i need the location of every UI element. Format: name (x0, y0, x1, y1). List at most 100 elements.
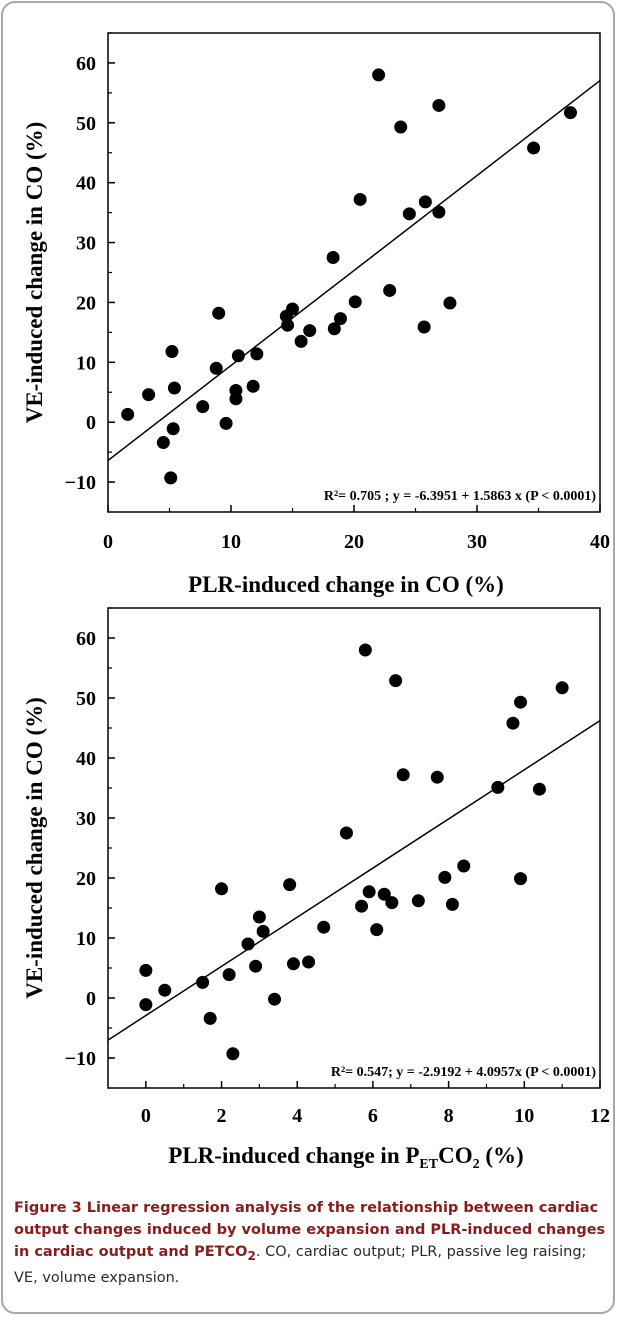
x-tick-label: 12 (590, 1105, 610, 1127)
data-point (432, 205, 446, 219)
chart-petco2-scatter: 60 50 40 30 20 10 0 −10 0 2 4 6 8 10 12 R²= 0.547; y = … (22, 607, 610, 1172)
data-point (532, 782, 546, 796)
data-point (402, 207, 416, 221)
x-tick-label: 6 (368, 1105, 378, 1127)
data-point (303, 324, 317, 338)
data-point (355, 899, 369, 913)
data-point (142, 388, 156, 402)
data-point (203, 1011, 217, 1025)
x-axis-label: PLR-induced change in CO (%) (188, 572, 504, 597)
y-tick-label: 40 (76, 173, 96, 195)
regression-annotation: R²= 0.547; y = -2.9192 + 4.0957x (P < 0.… (331, 1065, 596, 1080)
y-tick-label: 0 (86, 988, 96, 1010)
data-point (302, 955, 316, 969)
data-point (385, 896, 399, 910)
data-point (286, 302, 299, 316)
y-tick-label: 20 (76, 292, 96, 314)
data-point (166, 422, 180, 436)
x-tick-label: 30 (467, 531, 487, 553)
x-tick-label: 0 (103, 531, 113, 553)
data-point (506, 716, 520, 730)
data-point (209, 361, 223, 375)
data-point (268, 992, 282, 1006)
data-point (327, 322, 341, 336)
x-axis-label: PLR-induced change in PETCO2 (%) (168, 1143, 523, 1172)
data-point (333, 312, 347, 326)
data-point (158, 983, 172, 997)
x-tick-label: 10 (514, 1105, 534, 1127)
x-tick-label: 8 (444, 1105, 454, 1127)
y-tick-label: 30 (76, 808, 96, 830)
x-tick-label: 2 (217, 1105, 227, 1127)
data-point (389, 674, 403, 688)
plot-frame (107, 607, 601, 1089)
data-point (226, 1047, 240, 1061)
data-point (156, 436, 170, 450)
data-point (411, 894, 425, 908)
data-point (491, 780, 505, 794)
chart-co-scatter: 60 50 40 30 20 10 0 −10 0 10 20 30 40 R²= 0.705 ; y =… (22, 32, 610, 597)
y-axis-label: VE-induced change in CO (%) (22, 122, 47, 424)
data-point (139, 998, 153, 1012)
data-point (231, 349, 245, 363)
data-point (294, 334, 308, 348)
plot-frame (107, 32, 601, 513)
data-point (222, 968, 236, 982)
y-tick-label: 10 (76, 928, 96, 950)
y-tick-label: −10 (65, 472, 96, 494)
data-point (256, 924, 270, 938)
data-point (249, 959, 263, 973)
data-point (139, 963, 153, 977)
data-point (353, 192, 367, 206)
data-point (252, 910, 266, 924)
data-point (165, 345, 179, 359)
data-point (229, 392, 243, 406)
data-point (417, 320, 431, 334)
regression-line (107, 719, 601, 1041)
data-point (283, 878, 297, 892)
data-point (250, 347, 264, 361)
data-point (555, 681, 569, 695)
data-point (370, 923, 384, 937)
y-tick-label: 10 (76, 352, 96, 374)
data-point (430, 770, 444, 784)
data-point (527, 141, 541, 155)
data-point (438, 870, 452, 884)
data-point (212, 306, 226, 320)
data-point (514, 695, 528, 709)
data-point (377, 887, 391, 901)
data-point (514, 872, 528, 886)
data-point (246, 379, 260, 393)
data-point (348, 295, 362, 309)
y-axis-label: VE-induced change in CO (%) (22, 697, 47, 999)
data-point (418, 195, 432, 209)
y-tick-label: 60 (76, 628, 96, 650)
y-tick-label: 60 (76, 53, 96, 75)
caption-lead-subscript: 2 (247, 1248, 256, 1263)
data-point (121, 407, 135, 421)
data-point (362, 885, 376, 899)
regression-annotation: R²= 0.705 ; y = -6.3951 + 1.5863 x (P < … (324, 489, 596, 504)
data-point (286, 957, 300, 971)
data-point (326, 251, 340, 265)
caption-rest: . CO, cardiac output; PLR, passive leg r… (14, 1244, 587, 1286)
y-tick-label: 30 (76, 233, 96, 255)
data-point (432, 98, 446, 112)
data-point (167, 381, 181, 395)
y-tick-label: 20 (76, 868, 96, 890)
data-point (317, 920, 331, 934)
data-point (563, 106, 577, 120)
x-tick-label: 40 (590, 531, 610, 553)
data-point (241, 937, 255, 951)
x-tick-label: 20 (344, 531, 364, 553)
x-tick-label: 4 (292, 1105, 302, 1127)
caption-lead: Figure 3 Linear regression analysis of t… (14, 1200, 606, 1260)
regression-line (107, 79, 601, 462)
data-point (383, 283, 397, 297)
data-point (358, 643, 372, 657)
data-point (394, 120, 408, 134)
x-tick-label: 0 (141, 1105, 151, 1127)
data-point (281, 318, 295, 332)
